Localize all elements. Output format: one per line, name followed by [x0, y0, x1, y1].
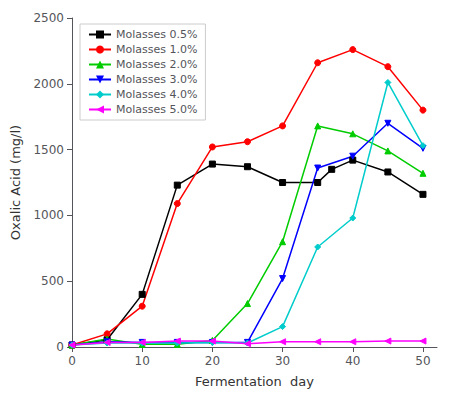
svg-text:20: 20: [205, 354, 220, 368]
svg-text:Fermentation day: Fermentation day: [195, 374, 314, 389]
svg-text:Molasses 0.5%: Molasses 0.5%: [116, 28, 197, 41]
svg-text:Molasses 4.0%: Molasses 4.0%: [116, 88, 197, 101]
svg-text:1000: 1000: [33, 208, 64, 222]
svg-text:500: 500: [41, 274, 64, 288]
svg-text:0: 0: [68, 354, 76, 368]
svg-text:0: 0: [56, 340, 64, 354]
svg-text:50: 50: [415, 354, 430, 368]
svg-text:10: 10: [135, 354, 150, 368]
svg-text:30: 30: [275, 354, 290, 368]
svg-text:Molasses 1.0%: Molasses 1.0%: [116, 43, 197, 56]
svg-text:Molasses 3.0%: Molasses 3.0%: [116, 73, 197, 86]
svg-text:Molasses 2.0%: Molasses 2.0%: [116, 58, 197, 71]
svg-text:Oxalic Acid (mg/l): Oxalic Acid (mg/l): [8, 125, 23, 240]
svg-text:40: 40: [345, 354, 360, 368]
svg-text:2500: 2500: [33, 11, 64, 25]
svg-text:1500: 1500: [33, 143, 64, 157]
svg-text:2000: 2000: [33, 77, 64, 91]
svg-text:Molasses 5.0%: Molasses 5.0%: [116, 103, 197, 116]
